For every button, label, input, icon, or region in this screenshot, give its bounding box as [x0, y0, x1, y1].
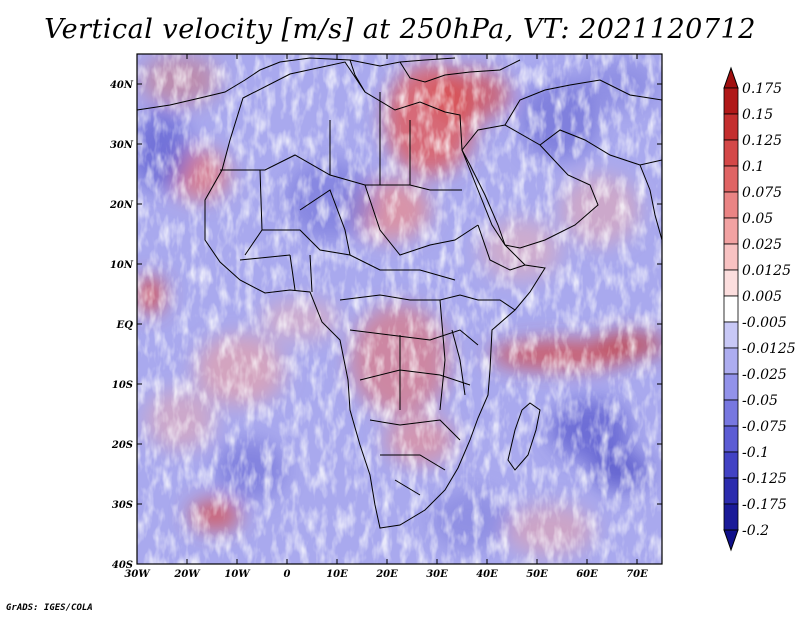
grads-credit: GrADS: IGES/COLA: [6, 603, 93, 613]
colorbar-segment: [723, 399, 739, 427]
y-tick-label: 10S: [112, 380, 133, 391]
colorbar-segment: [723, 295, 739, 323]
x-tick-label: 10E: [326, 569, 348, 580]
colorbar: 0.175 0.15 0.125 0.1 0.075 0.05 0.025 0.0125 0.0…: [723, 66, 796, 552]
colorbar-segment: [723, 113, 739, 141]
x-tick-label: 40E: [476, 569, 498, 580]
colorbar-label: -0.005: [742, 315, 787, 331]
colorbar-segment: [723, 139, 739, 167]
colorbar-segment: [723, 269, 739, 297]
colorbar-segment: [723, 347, 739, 375]
colorbar-bottom-arrow: [723, 529, 739, 552]
colorbar-segment: [723, 165, 739, 193]
colorbar-segment: [723, 217, 739, 245]
colorbar-label: -0.075: [742, 419, 787, 435]
colorbar-label: 0.05: [742, 211, 773, 227]
colorbar-segment: [723, 373, 739, 401]
y-tick-label: 30S: [112, 500, 133, 511]
x-tick-label: 60E: [576, 569, 598, 580]
x-tick-label: 50E: [526, 569, 548, 580]
colorbar-label: 0.075: [742, 185, 782, 201]
colorbar-label: 0.0125: [742, 263, 791, 279]
y-tick-label: 10N: [110, 260, 134, 271]
colorbar-label: 0.175: [742, 81, 782, 97]
colorbar-segment: [723, 451, 739, 479]
y-tick-label: 20N: [109, 200, 134, 211]
colorbar-label: 0.15: [742, 107, 773, 123]
chart-title: Vertical velocity [m/s] at 250hPa, VT: 2…: [44, 14, 756, 45]
y-tick-label: EQ: [116, 320, 134, 331]
x-tick-label: 20W: [173, 569, 201, 580]
y-tick-label: 20S: [111, 440, 133, 451]
colorbar-segment: [723, 87, 739, 115]
colorbar-label: -0.125: [742, 471, 787, 487]
colorbar-segment: [723, 191, 739, 219]
colorbar-label: -0.025: [742, 367, 787, 383]
colorbar-top-arrow: [723, 66, 739, 89]
y-tick-label: 40S: [112, 560, 133, 571]
colorbar-label: 0.025: [742, 237, 782, 253]
velocity-field: [137, 54, 662, 564]
coastlines: [137, 57, 662, 529]
colorbar-segment: [723, 243, 739, 271]
colorbar-label: -0.1: [742, 445, 769, 461]
x-tick-label: 70E: [626, 569, 648, 580]
colorbar-segment: [723, 425, 739, 453]
x-tick-label: 20E: [375, 569, 398, 580]
x-tick-label: 10W: [224, 569, 251, 580]
axis-ticks: 30W 20W 10W 0 10E 20E 30E 40E 50E 60E 70E 40N 30N 20N…: [109, 54, 662, 580]
colorbar-segment: [723, 503, 739, 531]
x-tick-label: 0: [284, 569, 291, 580]
colorbar-label: 0.005: [742, 289, 782, 305]
colorbar-segment: [723, 321, 739, 349]
y-tick-label: 40N: [110, 80, 134, 91]
colorbar-segment: [723, 477, 739, 505]
x-tick-label: 30E: [426, 569, 448, 580]
y-tick-label: 30N: [110, 140, 134, 151]
plot-frame: [136, 53, 663, 565]
colorbar-label: -0.0125: [742, 341, 796, 357]
colorbar-label: 0.125: [742, 133, 782, 149]
x-tick-label: 30W: [124, 569, 151, 580]
colorbar-label: -0.05: [742, 393, 778, 409]
colorbar-label: -0.175: [742, 497, 787, 513]
colorbar-label: -0.2: [742, 523, 769, 539]
colorbar-label: 0.1: [742, 159, 764, 175]
